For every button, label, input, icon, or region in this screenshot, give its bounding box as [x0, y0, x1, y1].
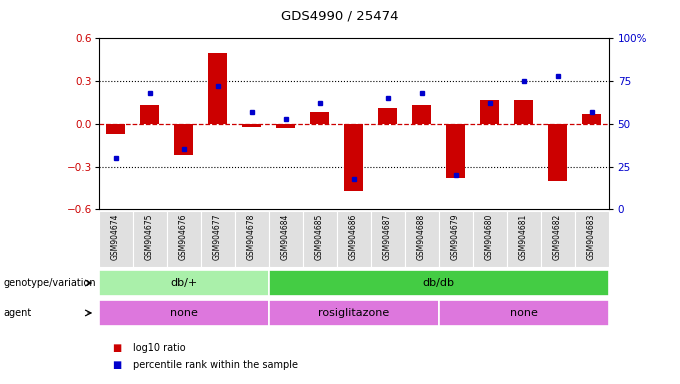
- Text: GSM904681: GSM904681: [519, 214, 528, 260]
- Text: percentile rank within the sample: percentile rank within the sample: [133, 360, 298, 370]
- Bar: [378, 108, 397, 124]
- Bar: [140, 105, 159, 124]
- Text: GDS4990 / 25474: GDS4990 / 25474: [282, 10, 398, 23]
- FancyBboxPatch shape: [133, 211, 167, 267]
- Bar: [446, 124, 465, 178]
- Bar: [106, 124, 125, 134]
- FancyBboxPatch shape: [269, 211, 303, 267]
- Text: GSM904684: GSM904684: [281, 214, 290, 260]
- FancyBboxPatch shape: [473, 211, 507, 267]
- Bar: [480, 99, 499, 124]
- Bar: [310, 113, 329, 124]
- Text: GSM904676: GSM904676: [179, 214, 188, 260]
- FancyBboxPatch shape: [99, 270, 269, 296]
- Bar: [514, 99, 533, 124]
- Bar: [276, 124, 295, 128]
- Text: GSM904677: GSM904677: [213, 214, 222, 260]
- FancyBboxPatch shape: [439, 300, 609, 326]
- FancyBboxPatch shape: [269, 270, 609, 296]
- Text: ■: ■: [112, 343, 122, 353]
- Bar: [208, 53, 227, 124]
- Text: none: none: [170, 308, 197, 318]
- Bar: [174, 124, 193, 155]
- Bar: [582, 114, 601, 124]
- Text: GSM904685: GSM904685: [315, 214, 324, 260]
- FancyBboxPatch shape: [541, 211, 575, 267]
- FancyBboxPatch shape: [167, 211, 201, 267]
- Text: rosiglitazone: rosiglitazone: [318, 308, 389, 318]
- FancyBboxPatch shape: [507, 211, 541, 267]
- Text: GSM904679: GSM904679: [451, 214, 460, 260]
- Text: GSM904680: GSM904680: [485, 214, 494, 260]
- Text: db/+: db/+: [170, 278, 197, 288]
- Text: genotype/variation: genotype/variation: [3, 278, 96, 288]
- Text: GSM904682: GSM904682: [553, 214, 562, 260]
- Bar: [344, 124, 363, 191]
- FancyBboxPatch shape: [371, 211, 405, 267]
- FancyBboxPatch shape: [201, 211, 235, 267]
- FancyBboxPatch shape: [235, 211, 269, 267]
- Text: agent: agent: [3, 308, 32, 318]
- FancyBboxPatch shape: [303, 211, 337, 267]
- Text: GSM904688: GSM904688: [417, 214, 426, 260]
- Bar: [548, 124, 567, 181]
- FancyBboxPatch shape: [99, 300, 269, 326]
- FancyBboxPatch shape: [575, 211, 609, 267]
- Text: GSM904675: GSM904675: [145, 214, 154, 260]
- FancyBboxPatch shape: [337, 211, 371, 267]
- Text: GSM904686: GSM904686: [349, 214, 358, 260]
- FancyBboxPatch shape: [269, 300, 439, 326]
- FancyBboxPatch shape: [439, 211, 473, 267]
- Text: log10 ratio: log10 ratio: [133, 343, 185, 353]
- Text: ■: ■: [112, 360, 122, 370]
- Bar: [412, 105, 431, 124]
- Text: GSM904678: GSM904678: [247, 214, 256, 260]
- Text: GSM904687: GSM904687: [383, 214, 392, 260]
- FancyBboxPatch shape: [405, 211, 439, 267]
- Text: GSM904683: GSM904683: [587, 214, 596, 260]
- Text: db/db: db/db: [422, 278, 455, 288]
- Bar: [242, 124, 261, 127]
- FancyBboxPatch shape: [99, 211, 133, 267]
- Text: GSM904674: GSM904674: [111, 214, 120, 260]
- Text: none: none: [510, 308, 537, 318]
